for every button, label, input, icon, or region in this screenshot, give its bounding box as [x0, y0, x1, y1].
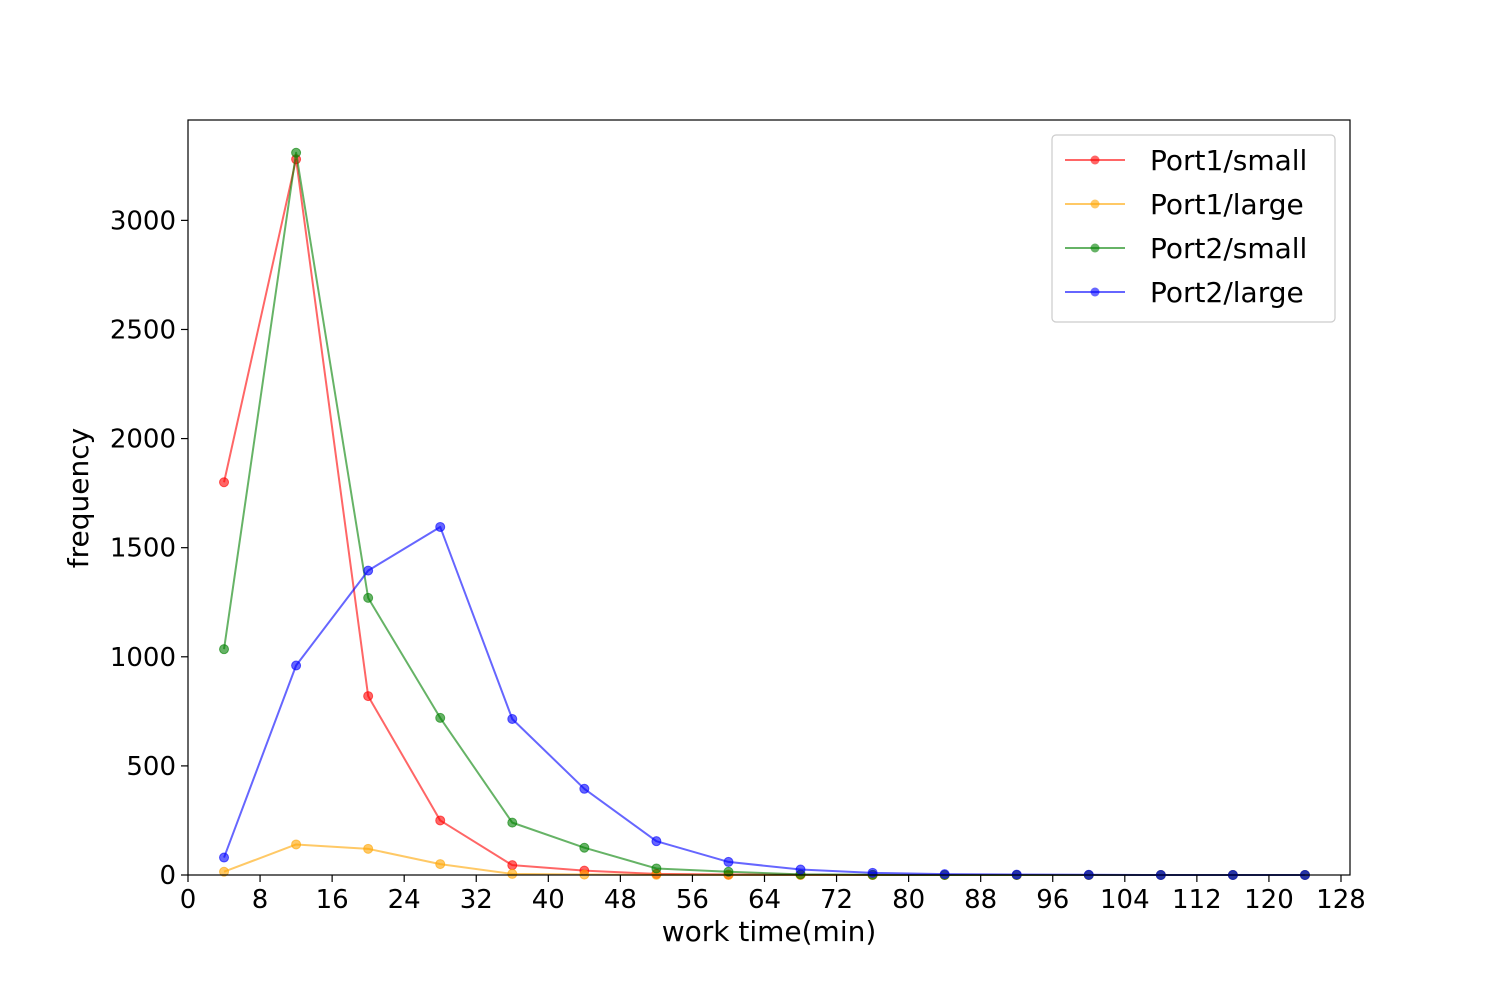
- x-tick-label: 56: [676, 885, 709, 915]
- data-point: [651, 863, 662, 874]
- legend-label: Port2/small: [1150, 232, 1307, 265]
- x-tick-label: 16: [316, 885, 349, 915]
- x-axis-label: work time(min): [662, 915, 877, 948]
- data-point: [579, 842, 590, 853]
- data-point: [291, 839, 302, 850]
- legend-frame: [1051, 134, 1336, 323]
- data-point: [219, 644, 230, 655]
- legend: Port1/small Port1/large Port2/small Port2/l…: [1051, 134, 1336, 323]
- data-point: [291, 147, 302, 158]
- legend-marker: [1090, 243, 1100, 253]
- x-tick-label: 72: [820, 885, 853, 915]
- x-tick-label: 112: [1172, 885, 1222, 915]
- x-tick-label: 104: [1100, 885, 1150, 915]
- legend-marker: [1090, 155, 1100, 165]
- legend-marker: [1090, 199, 1100, 209]
- data-point: [435, 859, 446, 870]
- data-point: [867, 867, 878, 878]
- data-point: [219, 852, 230, 863]
- data-point: [219, 477, 230, 488]
- legend-label: Port2/large: [1150, 276, 1304, 309]
- legend-entry: Port1/large: [1065, 188, 1304, 221]
- legend-items: Port1/small Port1/large Port2/small Port2/l…: [1065, 144, 1307, 309]
- series-line: [223, 525, 1305, 876]
- y-tick-label: 1500: [110, 534, 176, 564]
- x-tick-label: 96: [1036, 885, 1069, 915]
- x-tick-label: 8: [252, 885, 269, 915]
- data-point: [507, 817, 518, 828]
- plot-frame: [187, 119, 1351, 876]
- x-tick-label: 0: [180, 885, 197, 915]
- legend-label: Port1/small: [1150, 144, 1307, 177]
- data-point: [363, 843, 374, 854]
- data-point: [363, 592, 374, 603]
- data-point: [435, 815, 446, 826]
- data-point: [723, 866, 734, 877]
- legend-entry: Port2/large: [1065, 276, 1304, 309]
- data-point: [363, 691, 374, 702]
- data-point: [219, 866, 230, 877]
- data-point: [363, 565, 374, 576]
- y-axis-label: frequency: [62, 428, 95, 568]
- y-tick-label: 1000: [110, 643, 176, 673]
- legend-label: Port1/large: [1150, 188, 1304, 221]
- x-tick-label: 24: [388, 885, 421, 915]
- data-point: [291, 660, 302, 671]
- data-point: [795, 864, 806, 875]
- series-line: [223, 843, 1305, 876]
- data-point: [651, 836, 662, 847]
- axis-ticks: 0 8 16 24 32 40 48 56 64 72 80 88 96 104 112 120 128 0 500…: [110, 206, 1366, 915]
- x-tick-label: 48: [604, 885, 637, 915]
- data-point: [507, 713, 518, 724]
- y-tick-label: 3000: [110, 206, 176, 236]
- y-tick-label: 500: [126, 752, 176, 782]
- series-port2-large: [219, 521, 1310, 880]
- data-point: [435, 521, 446, 532]
- y-tick-label: 2000: [110, 425, 176, 455]
- x-tick-label: 40: [532, 885, 565, 915]
- x-tick-label: 80: [892, 885, 925, 915]
- data-point: [435, 712, 446, 723]
- data-point: [507, 868, 518, 879]
- x-tick-label: 88: [964, 885, 997, 915]
- x-tick-label: 64: [748, 885, 781, 915]
- data-point: [579, 783, 590, 794]
- data-point: [939, 869, 950, 880]
- legend-marker: [1090, 287, 1100, 297]
- legend-entry: Port2/small: [1065, 232, 1307, 265]
- data-point: [507, 860, 518, 871]
- y-tick-label: 0: [159, 861, 176, 891]
- x-tick-label: 32: [460, 885, 493, 915]
- x-tick-label: 128: [1316, 885, 1366, 915]
- legend-entry: Port1/small: [1065, 144, 1307, 177]
- y-tick-label: 2500: [110, 315, 176, 345]
- x-tick-label: 120: [1244, 885, 1294, 915]
- data-point: [723, 856, 734, 867]
